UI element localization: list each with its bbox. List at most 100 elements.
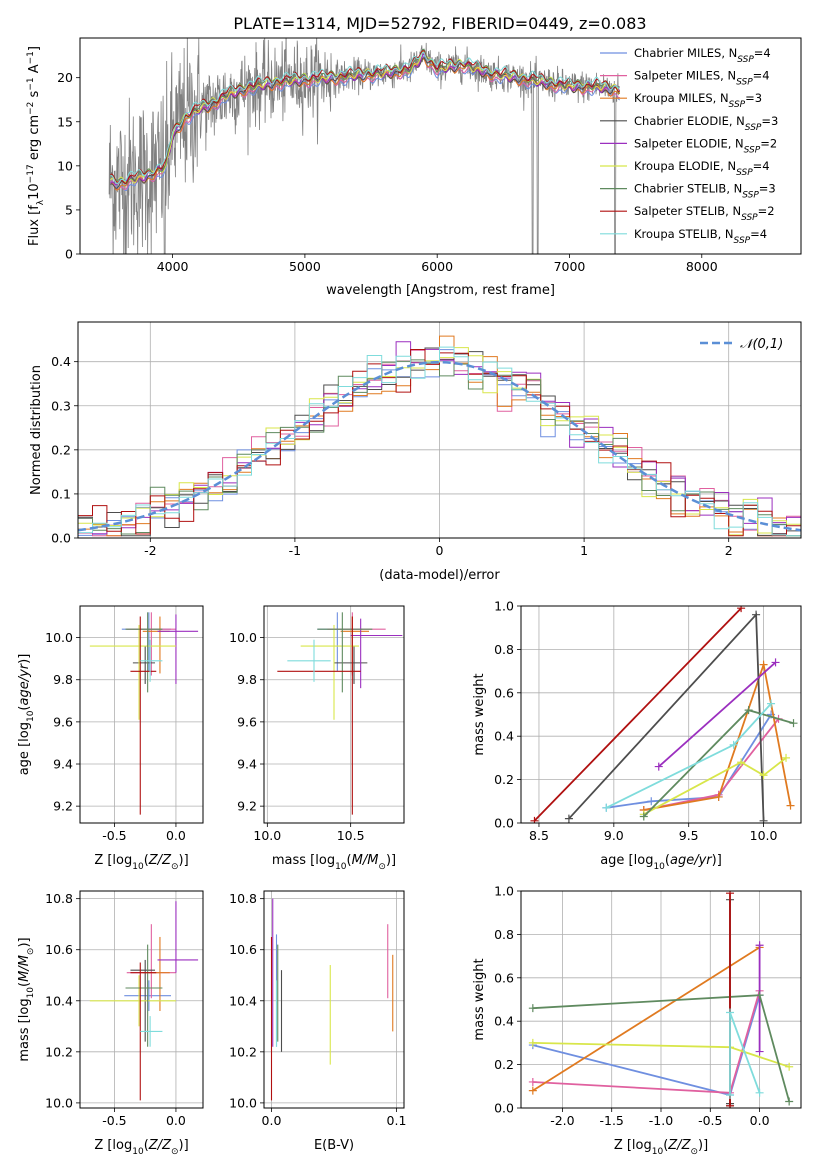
y-tick-label: 0.6 (494, 685, 514, 700)
x-tick-label: 1 (580, 543, 588, 558)
y-axis-label: mass [log10(M/M⊙)] (17, 937, 36, 1061)
plot-area-mass-vs-EBV (270, 898, 394, 1101)
x-tick-label: -1.5 (600, 1113, 624, 1128)
histogram-series (78, 349, 801, 538)
x-tick-label: -2.0 (550, 1113, 574, 1128)
x-tick-label: 9.5 (679, 828, 699, 843)
weight-point-marker (528, 1086, 537, 1095)
axes-frame (79, 890, 204, 1109)
panel-mass-vs-Z: -0.5 0.0 10.0 10.2 10.4 10.6 10.8 Z [log10(Z/Z⊙… (17, 890, 204, 1157)
axes-frame (263, 890, 405, 1109)
weight-point-marker (789, 719, 798, 728)
plot-area-age-vs-Z (89, 612, 199, 815)
y-tick-label: 0.1 (51, 486, 71, 501)
y-tick-label: 10 (57, 158, 73, 173)
y-tick-label: 9.6 (237, 714, 257, 729)
weight-point-marker (654, 762, 663, 771)
plot-area-age-vs-mass (277, 612, 403, 815)
x-tick-label: -1.0 (649, 1113, 673, 1128)
x-tick-label: 10.0 (253, 828, 281, 843)
weight-point-marker (759, 771, 768, 780)
weight-point-marker (752, 610, 761, 619)
weight-point-marker (528, 1004, 537, 1013)
y-axis-label: mass weight (472, 958, 487, 1040)
weight-point-marker (726, 1008, 735, 1017)
weight-point-marker (729, 740, 738, 749)
x-tick-label: 0 (436, 543, 444, 558)
panel-age-vs-Z: -0.5 0.0 9.2 9.4 9.6 9.8 10.0 Z [log10(Z/Z⊙)] ag… (17, 605, 204, 872)
x-tick-label: 5000 (289, 259, 321, 274)
weight-point-marker (530, 816, 539, 823)
model-spectrum-line (110, 55, 621, 192)
y-tick-label: 9.2 (53, 799, 73, 814)
y-axis-label: age [log10(age/yr)] (17, 654, 36, 776)
model-spectrum-line (110, 51, 620, 185)
legend-label: Chabrier MILES, NSSP=4 (634, 46, 771, 65)
y-tick-label: 0.0 (494, 816, 514, 831)
x-tick-label: 7000 (554, 259, 586, 274)
x-tick-label: -0.5 (102, 1113, 126, 1128)
weight-series-line (568, 612, 765, 821)
y-tick-label: 15 (57, 114, 73, 129)
y-tick-label: 0.0 (494, 1101, 514, 1116)
x-axis-label: mass [log10(M/M⊙)] (272, 853, 396, 872)
x-axis-label: Z [log10(Z/Z⊙)] (94, 853, 188, 872)
y-tick-label: 10.0 (229, 1095, 257, 1110)
legend-label: Kroupa STELIB, NSSP=4 (634, 227, 767, 246)
y-tick-label: 10.0 (229, 630, 257, 645)
y-tick-label: 9.4 (237, 757, 257, 772)
x-axis-label: E(B-V) (314, 1138, 354, 1153)
y-tick-label: 0.6 (494, 970, 514, 985)
weight-series-line (532, 946, 761, 1092)
weight-point-marker (755, 941, 764, 950)
y-tick-label: 0.8 (494, 642, 514, 657)
x-tick-label: 10.5 (337, 828, 365, 843)
plot-area-spectrum (108, 38, 621, 254)
y-axis-label: mass weight (472, 673, 487, 755)
weight-point-marker (726, 1101, 735, 1108)
x-axis-label: wavelength [Angstrom, rest frame] (326, 283, 555, 298)
weight-series-line (533, 607, 742, 822)
weight-series-line (606, 714, 772, 809)
x-tick-label: 0.1 (387, 1113, 407, 1128)
y-tick-label: 0.4 (494, 1014, 514, 1029)
weight-point-marker (602, 803, 611, 812)
weight-point-marker (785, 1097, 794, 1106)
x-tick-label: 8000 (686, 259, 718, 274)
weight-point-marker (771, 658, 780, 667)
x-axis-label: Z [log10(Z/Z⊙)] (614, 1138, 708, 1157)
legend-label: Salpeter MILES, NSSP=4 (634, 69, 770, 88)
x-axis-label: (data-model)/error (379, 568, 500, 583)
x-tick-label: 2 (725, 543, 733, 558)
legend-label: Salpeter STELIB, NSSP=2 (634, 204, 775, 223)
weight-point-marker (767, 699, 776, 708)
weight-point-marker (759, 660, 768, 669)
plot-area-residual-histogram (78, 335, 801, 538)
x-tick-label: 9.0 (604, 828, 624, 843)
model-spectrum-line (110, 48, 621, 185)
axes-frame (263, 605, 405, 824)
x-tick-label: 0.0 (166, 828, 186, 843)
weight-series-line (643, 757, 787, 816)
y-tick-label: 0 (65, 247, 73, 262)
weight-point-marker (744, 706, 753, 715)
panel-spectrum: 4000 5000 6000 7000 8000 0 5 10 15 20 wavelength [… (26, 37, 802, 298)
weight-point-marker (639, 812, 648, 821)
y-tick-label: 0.2 (494, 1057, 514, 1072)
panel-residual-histogram: -2 -1 0 1 2 0.0 0.1 0.2 0.3 0.4 (data-model)/error… (29, 321, 802, 583)
panel-mass-vs-EBV: 0.0 0.1 10.0 10.2 10.4 10.6 10.8 (229, 890, 407, 1128)
panel-weight-vs-Z: -2.0 -1.5 -1.0 -0.5 0.0 0.0 0.2 0.4 0.6 0.8 1.0 Z [… (472, 884, 802, 1157)
weight-point-marker (726, 891, 735, 898)
x-tick-label: 0.0 (262, 1113, 282, 1128)
y-tick-label: 0.8 (494, 927, 514, 942)
y-tick-label: 0.2 (51, 442, 71, 457)
weight-point-marker (737, 606, 746, 613)
axes-frame (79, 37, 802, 255)
legend-label: Chabrier STELIB, NSSP=3 (634, 182, 776, 201)
x-tick-label: -0.5 (698, 1113, 722, 1128)
x-tick-label: -0.5 (102, 828, 126, 843)
y-tick-label: 0.0 (51, 531, 71, 546)
legend-label: Kroupa MILES, NSSP=3 (634, 91, 762, 110)
y-tick-label: 1.0 (494, 599, 514, 614)
